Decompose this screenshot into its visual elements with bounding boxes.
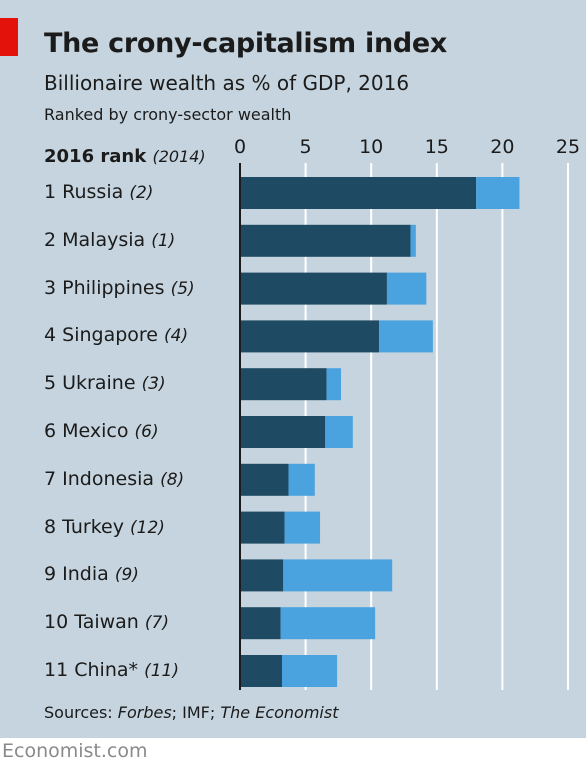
row-prev-rank: (12) xyxy=(130,517,165,538)
row-label-7: 7 Indonesia (8) xyxy=(44,468,184,490)
row-rank: 8 xyxy=(44,515,57,538)
sources-note: Sources: Forbes; IMF; The Economist xyxy=(44,703,338,722)
sources-forbes: Forbes xyxy=(117,703,172,722)
row-label-9: 9 India (9) xyxy=(44,563,139,585)
row-prev-rank: (11) xyxy=(144,661,179,681)
bar-other-1 xyxy=(476,177,520,209)
row-label-8: 8 Turkey (12) xyxy=(44,516,165,538)
row-prev-rank: (8) xyxy=(160,469,185,490)
row-label-2: 2 Malaysia (1) xyxy=(44,229,175,251)
row-label-4: 4 Singapore (4) xyxy=(44,324,188,346)
rank-header-main: 2016 rank xyxy=(44,146,147,167)
row-country: China* xyxy=(74,659,139,681)
bar-other-11 xyxy=(281,655,338,687)
row-prev-rank: (7) xyxy=(144,613,169,634)
row-country: Turkey xyxy=(62,515,124,538)
row-label-6: 6 Mexico (6) xyxy=(44,420,159,442)
row-rank: 2 xyxy=(44,228,57,251)
row-rank: 10 xyxy=(44,611,69,634)
row-prev-rank: (1) xyxy=(151,230,176,251)
row-country: Indonesia xyxy=(62,467,155,490)
row-rank: 9 xyxy=(44,563,57,586)
bar-chart: 0 5 10 15 20 25 xyxy=(234,136,580,690)
brand-footer: Economist.com xyxy=(2,740,148,762)
bar-other-5 xyxy=(326,368,342,401)
rank-column-header: 2016 rank (2014) xyxy=(44,146,206,167)
chart-note: Ranked by crony-sector wealth xyxy=(44,105,292,124)
row-prev-rank: (4) xyxy=(164,326,189,347)
bar-crony-2 xyxy=(240,224,411,257)
row-prev-rank: (2) xyxy=(129,183,154,203)
economist-red-tab xyxy=(0,18,18,56)
sources-mid: ; IMF; xyxy=(171,703,221,722)
row-rank: 7 xyxy=(44,467,57,490)
row-country: Russia xyxy=(62,181,124,203)
row-country: Malaysia xyxy=(62,228,146,251)
row-rank: 4 xyxy=(44,324,57,347)
row-rank: 6 xyxy=(44,420,57,442)
bar-other-8 xyxy=(284,511,321,544)
chart-title: The crony-capitalism index xyxy=(44,28,448,59)
x-tick-label-25: 25 xyxy=(556,136,580,158)
bar-crony-3 xyxy=(240,272,387,305)
row-rank: 1 xyxy=(44,181,57,203)
row-country: Philippines xyxy=(62,276,165,299)
row-prev-rank: (9) xyxy=(114,565,139,586)
x-tick-label-15: 15 xyxy=(425,136,449,158)
bar-crony-4 xyxy=(240,320,380,353)
row-country: Mexico xyxy=(62,420,129,442)
chart-subtitle: Billionaire wealth as % of GDP, 2016 xyxy=(44,71,410,95)
x-tick-label-10: 10 xyxy=(359,136,383,158)
x-tick-label-5: 5 xyxy=(300,136,312,158)
row-label-10: 10 Taiwan (7) xyxy=(44,611,169,633)
row-country: Taiwan xyxy=(74,611,139,634)
row-label-1: 1 Russia (2) xyxy=(44,181,153,203)
row-label-11: 11 China* (11) xyxy=(44,659,179,681)
bar-other-2 xyxy=(410,224,416,257)
row-rank: 11 xyxy=(44,659,69,681)
row-prev-rank: (3) xyxy=(141,374,166,395)
row-label-5: 5 Ukraine (3) xyxy=(44,372,166,394)
sources-economist: The Economist xyxy=(220,703,339,722)
bar-other-4 xyxy=(379,320,433,353)
row-rank: 3 xyxy=(44,276,57,299)
rank-header-sub: (2014) xyxy=(152,147,206,166)
row-label-3: 3 Philippines (5) xyxy=(44,277,195,299)
bar-crony-7 xyxy=(240,463,289,496)
bar-crony-6 xyxy=(240,416,326,448)
row-country: Singapore xyxy=(62,324,158,347)
row-prev-rank: (6) xyxy=(134,422,159,442)
x-tick-label-0: 0 xyxy=(234,136,246,158)
row-country: India xyxy=(62,563,109,586)
bar-crony-10 xyxy=(240,607,281,640)
row-prev-rank: (5) xyxy=(170,278,195,299)
bar-crony-11 xyxy=(240,655,282,687)
x-tick-label-20: 20 xyxy=(490,136,514,158)
sources-prefix: Sources: xyxy=(44,703,118,722)
bar-other-3 xyxy=(386,272,427,305)
bar-crony-8 xyxy=(240,511,285,544)
bar-other-10 xyxy=(280,607,376,640)
bar-crony-5 xyxy=(240,368,327,401)
bar-crony-9 xyxy=(240,559,284,592)
bar-other-7 xyxy=(288,463,315,496)
row-country: Ukraine xyxy=(62,372,136,395)
bar-other-6 xyxy=(325,416,353,448)
row-rank: 5 xyxy=(44,372,57,395)
bar-other-9 xyxy=(283,559,393,592)
bar-crony-1 xyxy=(240,177,477,209)
